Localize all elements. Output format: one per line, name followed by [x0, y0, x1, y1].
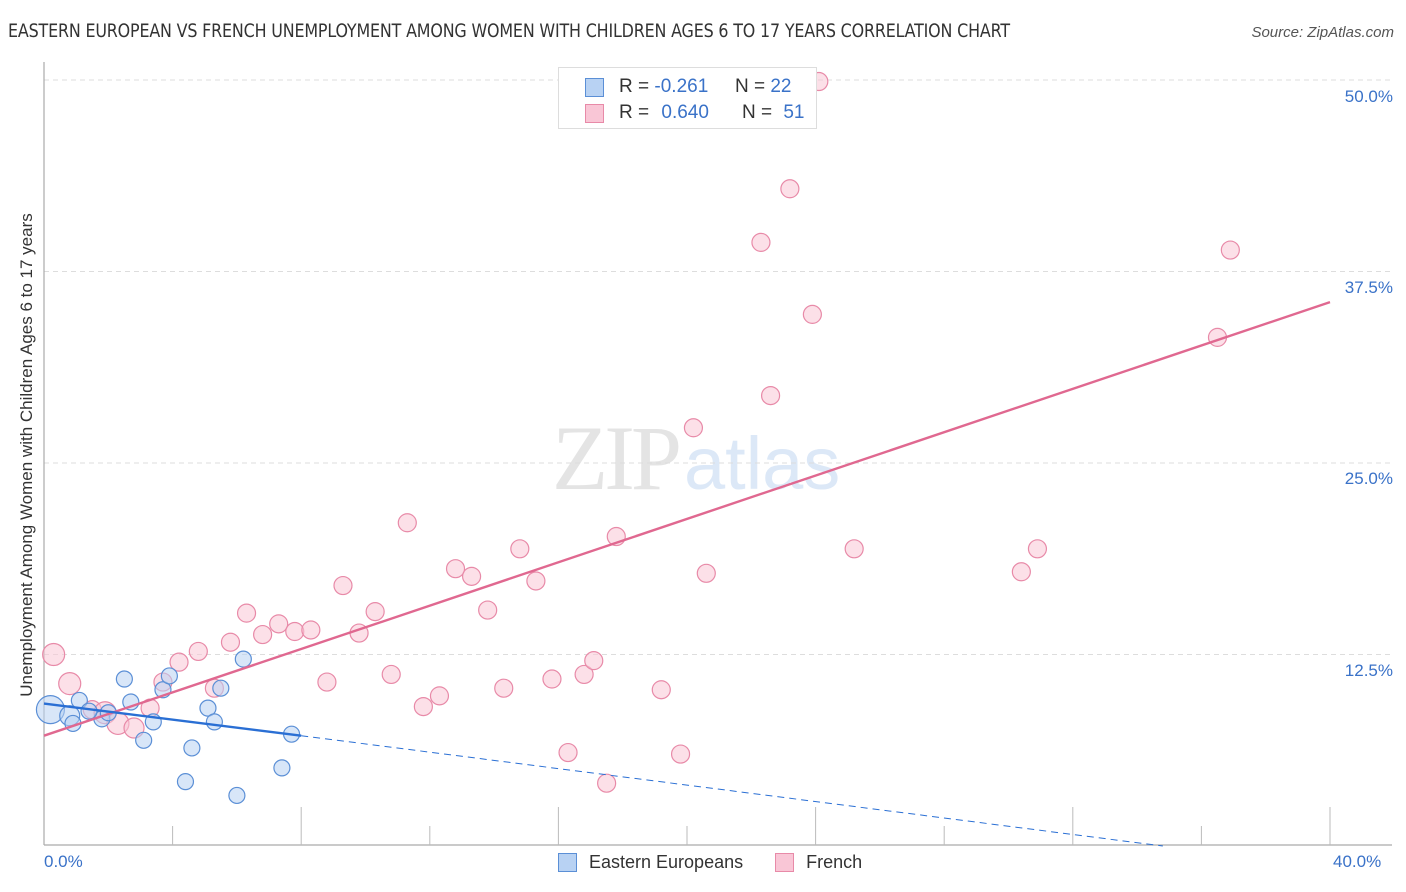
- data-point[interactable]: [844, 539, 864, 559]
- data-point[interactable]: [1011, 562, 1031, 582]
- y-tick-12-5: 12.5%: [1344, 661, 1393, 680]
- chart-title: EASTERN EUROPEAN VS FRENCH UNEMPLOYMENT …: [8, 21, 1010, 42]
- data-point[interactable]: [234, 650, 252, 668]
- n-label: N =: [734, 76, 766, 97]
- data-point[interactable]: [333, 575, 353, 596]
- legend-item-eastern-europeans[interactable]: Eastern Europeans: [558, 852, 743, 873]
- r-value: 0.640: [661, 102, 709, 123]
- legend-label: French: [806, 852, 863, 872]
- data-point[interactable]: [478, 600, 498, 620]
- french-points: [42, 71, 1240, 793]
- data-point[interactable]: [597, 773, 617, 793]
- data-point[interactable]: [160, 667, 178, 685]
- data-point[interactable]: [584, 651, 604, 671]
- data-point[interactable]: [80, 702, 98, 720]
- data-point[interactable]: [115, 670, 133, 688]
- data-point[interactable]: [183, 739, 201, 757]
- eastern-europeans-points: [35, 650, 301, 805]
- data-point[interactable]: [220, 632, 241, 652]
- n-value: 22: [770, 76, 792, 97]
- data-point[interactable]: [558, 742, 578, 763]
- data-point[interactable]: [317, 672, 337, 692]
- x-tick-0: 0.0%: [44, 852, 83, 871]
- pink-swatch-icon: [585, 103, 604, 123]
- data-point[interactable]: [445, 559, 466, 579]
- data-point[interactable]: [413, 696, 433, 717]
- data-point[interactable]: [1220, 240, 1240, 260]
- data-point[interactable]: [176, 773, 195, 791]
- gridlines: [44, 79, 1392, 655]
- data-point[interactable]: [751, 232, 771, 252]
- data-point[interactable]: [542, 669, 562, 689]
- data-point[interactable]: [285, 621, 305, 642]
- axes: [43, 62, 1392, 846]
- data-point[interactable]: [574, 664, 594, 685]
- data-point[interactable]: [651, 680, 671, 700]
- data-point[interactable]: [760, 385, 781, 406]
- data-point[interactable]: [1027, 539, 1048, 559]
- r-label: R =: [619, 76, 650, 97]
- data-point[interactable]: [526, 571, 546, 591]
- legend-item-french[interactable]: French: [775, 852, 862, 873]
- r-value: -0.261: [654, 76, 709, 97]
- data-point[interactable]: [381, 664, 401, 685]
- source-label: Source: ZipAtlas.com: [1251, 24, 1394, 41]
- data-point[interactable]: [365, 602, 385, 622]
- pink-swatch-icon: [775, 853, 795, 872]
- french-trend-line: [43, 301, 1331, 737]
- data-point[interactable]: [205, 713, 223, 731]
- data-point[interactable]: [397, 513, 417, 533]
- y-tick-25: 25.0%: [1344, 469, 1393, 488]
- eastern-europeans-trend-line: [43, 702, 302, 737]
- data-point[interactable]: [236, 603, 257, 623]
- data-point[interactable]: [494, 678, 514, 698]
- blue-swatch-icon: [558, 853, 577, 872]
- data-point[interactable]: [58, 672, 82, 696]
- data-point[interactable]: [188, 641, 208, 662]
- legend-label: Eastern Europeans: [589, 852, 744, 872]
- data-point[interactable]: [135, 731, 153, 749]
- data-point[interactable]: [212, 679, 230, 697]
- stats-row-eastern-europeans: R = -0.261 N = 22: [585, 76, 791, 98]
- stats-legend: R = -0.261 N = 22 R = 0.640 N = 51: [558, 67, 817, 129]
- stats-row-french: R = 0.640 N = 51: [585, 102, 804, 124]
- data-point[interactable]: [199, 699, 217, 717]
- data-point[interactable]: [253, 624, 273, 645]
- data-point[interactable]: [269, 614, 289, 634]
- data-point[interactable]: [123, 717, 145, 739]
- data-point[interactable]: [802, 304, 822, 324]
- n-value: 51: [783, 102, 805, 123]
- data-point[interactable]: [683, 418, 704, 438]
- y-tick-50: 50.0%: [1344, 87, 1393, 106]
- n-label: N =: [741, 102, 773, 123]
- series-legend: Eastern Europeans French: [558, 852, 894, 873]
- x-tick-40: 40.0%: [1333, 852, 1382, 871]
- blue-swatch-icon: [585, 77, 604, 97]
- data-point[interactable]: [273, 759, 291, 777]
- y-axis-label: Unemployment Among Women with Children A…: [17, 213, 36, 697]
- data-point[interactable]: [42, 642, 66, 667]
- data-point[interactable]: [461, 566, 482, 586]
- data-point[interactable]: [696, 563, 716, 583]
- data-point[interactable]: [780, 179, 800, 199]
- r-label: R =: [619, 102, 650, 123]
- data-point[interactable]: [510, 539, 530, 559]
- data-point[interactable]: [429, 686, 450, 706]
- watermark-zip: ZIP: [552, 407, 682, 509]
- data-point[interactable]: [169, 652, 189, 672]
- trend-lines: [43, 301, 1331, 847]
- watermark: ZIPatlas: [552, 405, 840, 511]
- y-tick-37-5: 37.5%: [1344, 278, 1393, 297]
- data-point[interactable]: [670, 744, 691, 764]
- data-point[interactable]: [301, 620, 321, 640]
- eastern-europeans-trend-extension: [301, 735, 1163, 847]
- data-point[interactable]: [228, 786, 246, 805]
